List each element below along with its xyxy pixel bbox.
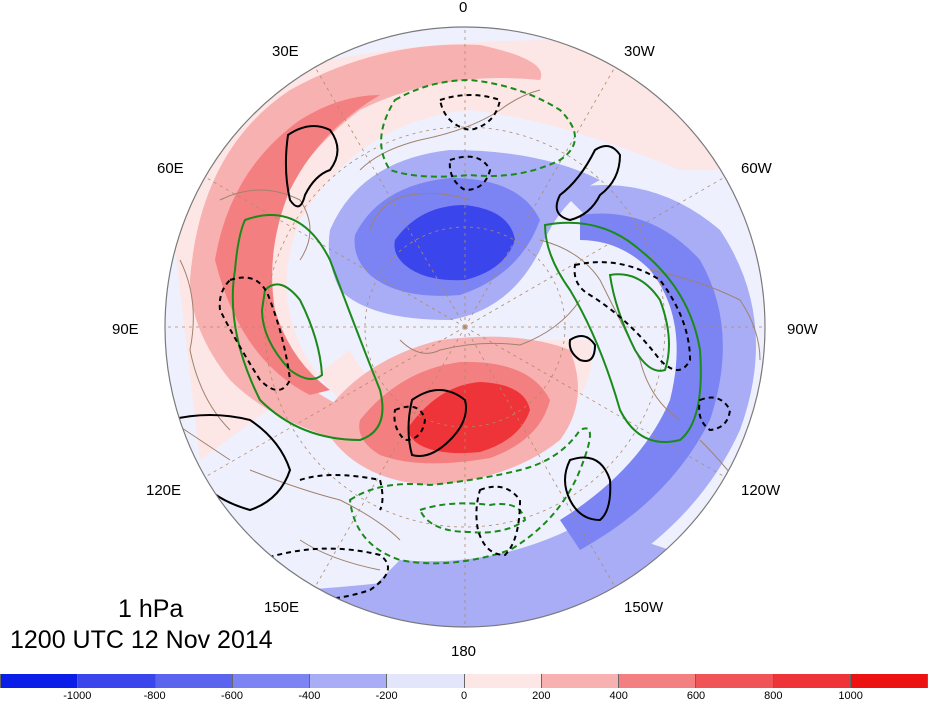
colorbar-swatch	[387, 674, 465, 688]
colorbar-swatch	[541, 674, 619, 688]
lon-label-90w: 90W	[787, 321, 818, 338]
colorbar-tick-label: 800	[764, 690, 783, 702]
negative-top-core	[394, 205, 515, 281]
colorbar-swatch	[619, 674, 697, 688]
colorbar-swatch	[0, 674, 79, 688]
black-contours	[169, 94, 732, 601]
valid-time-caption: 1200 UTC 12 Nov 2014	[10, 626, 273, 654]
lon-label-180: 180	[451, 643, 477, 660]
lon-label-30e: 30E	[272, 43, 299, 60]
positive-anomaly-arc-inner	[215, 95, 380, 395]
graticule	[165, 27, 765, 627]
colorbar-swatch	[78, 674, 156, 688]
lon-label-120e: 120E	[146, 482, 182, 499]
colorbar-swatch	[773, 674, 851, 688]
lon-label-120w: 120W	[741, 482, 781, 499]
colorbar-swatch	[310, 674, 388, 688]
colorbar-tick-label: 200	[532, 690, 551, 702]
colorbar-swatch	[464, 674, 542, 688]
lon-label-90e: 90E	[112, 321, 139, 338]
colorbar	[0, 674, 928, 688]
green-contours	[231, 78, 702, 565]
colorbar-tick-label: -600	[220, 690, 244, 702]
colorbar-tick-label: -1000	[63, 690, 92, 702]
colorbar-swatch	[155, 674, 233, 688]
colorbar-tick-label: 1000	[838, 690, 863, 702]
positive-center-core	[408, 382, 530, 454]
negative-right-arc	[360, 185, 756, 615]
lon-label-60w: 60W	[741, 160, 772, 177]
lon-label-30w: 30W	[624, 43, 655, 60]
colorbar-swatch	[232, 674, 310, 688]
lon-label-150w: 150W	[624, 599, 664, 616]
colorbar-swatch	[850, 674, 928, 688]
colorbar-tick-label: -200	[375, 690, 398, 702]
pressure-level-caption: 1 hPa	[118, 595, 184, 623]
colorbar-tick-label: 600	[686, 690, 706, 702]
map-disk	[165, 27, 765, 627]
lon-label-60e: 60E	[157, 160, 184, 177]
colorbar-swatch	[696, 674, 774, 688]
lon-label-0: 0	[459, 0, 468, 16]
colorbar-tick-label: -800	[143, 690, 166, 702]
map-border	[164, 26, 766, 628]
coastlines	[169, 89, 761, 571]
colorbar-tick-label: -400	[298, 690, 321, 702]
colorbar-tick-label: 400	[609, 690, 628, 702]
lon-label-150e: 150E	[264, 599, 300, 616]
colorbar-tick-label: 0	[460, 690, 468, 702]
